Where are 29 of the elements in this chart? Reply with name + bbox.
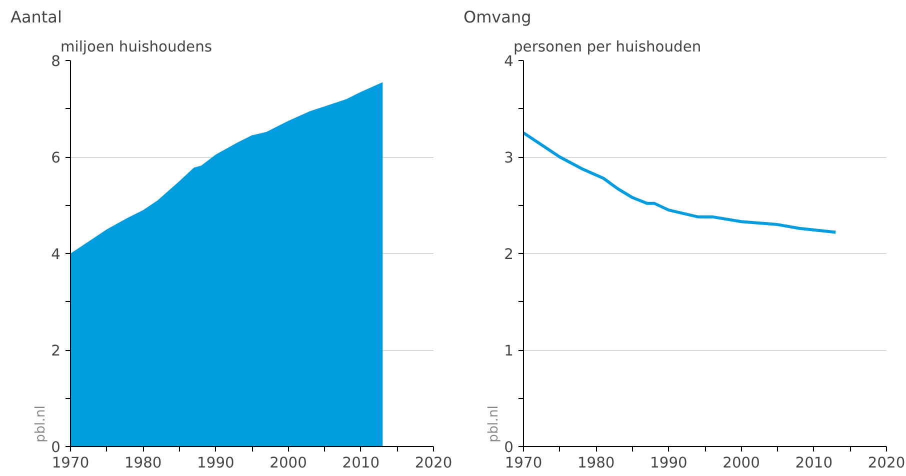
x-tick-label: 2020 <box>868 454 906 472</box>
x-tick-label: 1980 <box>124 454 162 472</box>
y-tick-label: 4 <box>51 246 61 263</box>
y-tick-label: 2 <box>51 342 61 360</box>
x-tick-label: 2020 <box>414 454 452 472</box>
x-tick-label: 2000 <box>270 454 307 472</box>
x-tick-label: 2010 <box>795 454 833 472</box>
x-tick-label: 1970 <box>52 454 90 472</box>
x-tick-label: 1980 <box>577 454 615 472</box>
x-tick-label: 2000 <box>722 454 760 472</box>
chart-title: Aantal <box>10 8 62 26</box>
y-tick-label: 1 <box>504 342 514 360</box>
y-axis-title: personen per huishouden <box>514 38 702 56</box>
y-tick-label: 3 <box>504 150 514 166</box>
y-tick-label: 2 <box>504 246 514 263</box>
y-tick-label: 0 <box>504 439 514 456</box>
x-tick-label: 2010 <box>342 454 380 472</box>
x-tick-label: 1970 <box>504 454 542 472</box>
x-tick-label: 1990 <box>650 454 688 472</box>
y-tick-label: 6 <box>51 150 61 166</box>
chart-title: Omvang <box>464 8 532 26</box>
y-tick-label: 0 <box>51 439 61 456</box>
line-series <box>524 131 838 234</box>
text: pbl.nl <box>486 405 502 442</box>
x-tick-label: 1990 <box>197 454 234 472</box>
y-tick-label: 8 <box>51 53 61 70</box>
text: pbl.nl <box>34 405 48 442</box>
y-tick-label: 4 <box>504 53 514 70</box>
y-axis-title: miljoen huishoudens <box>60 38 212 56</box>
